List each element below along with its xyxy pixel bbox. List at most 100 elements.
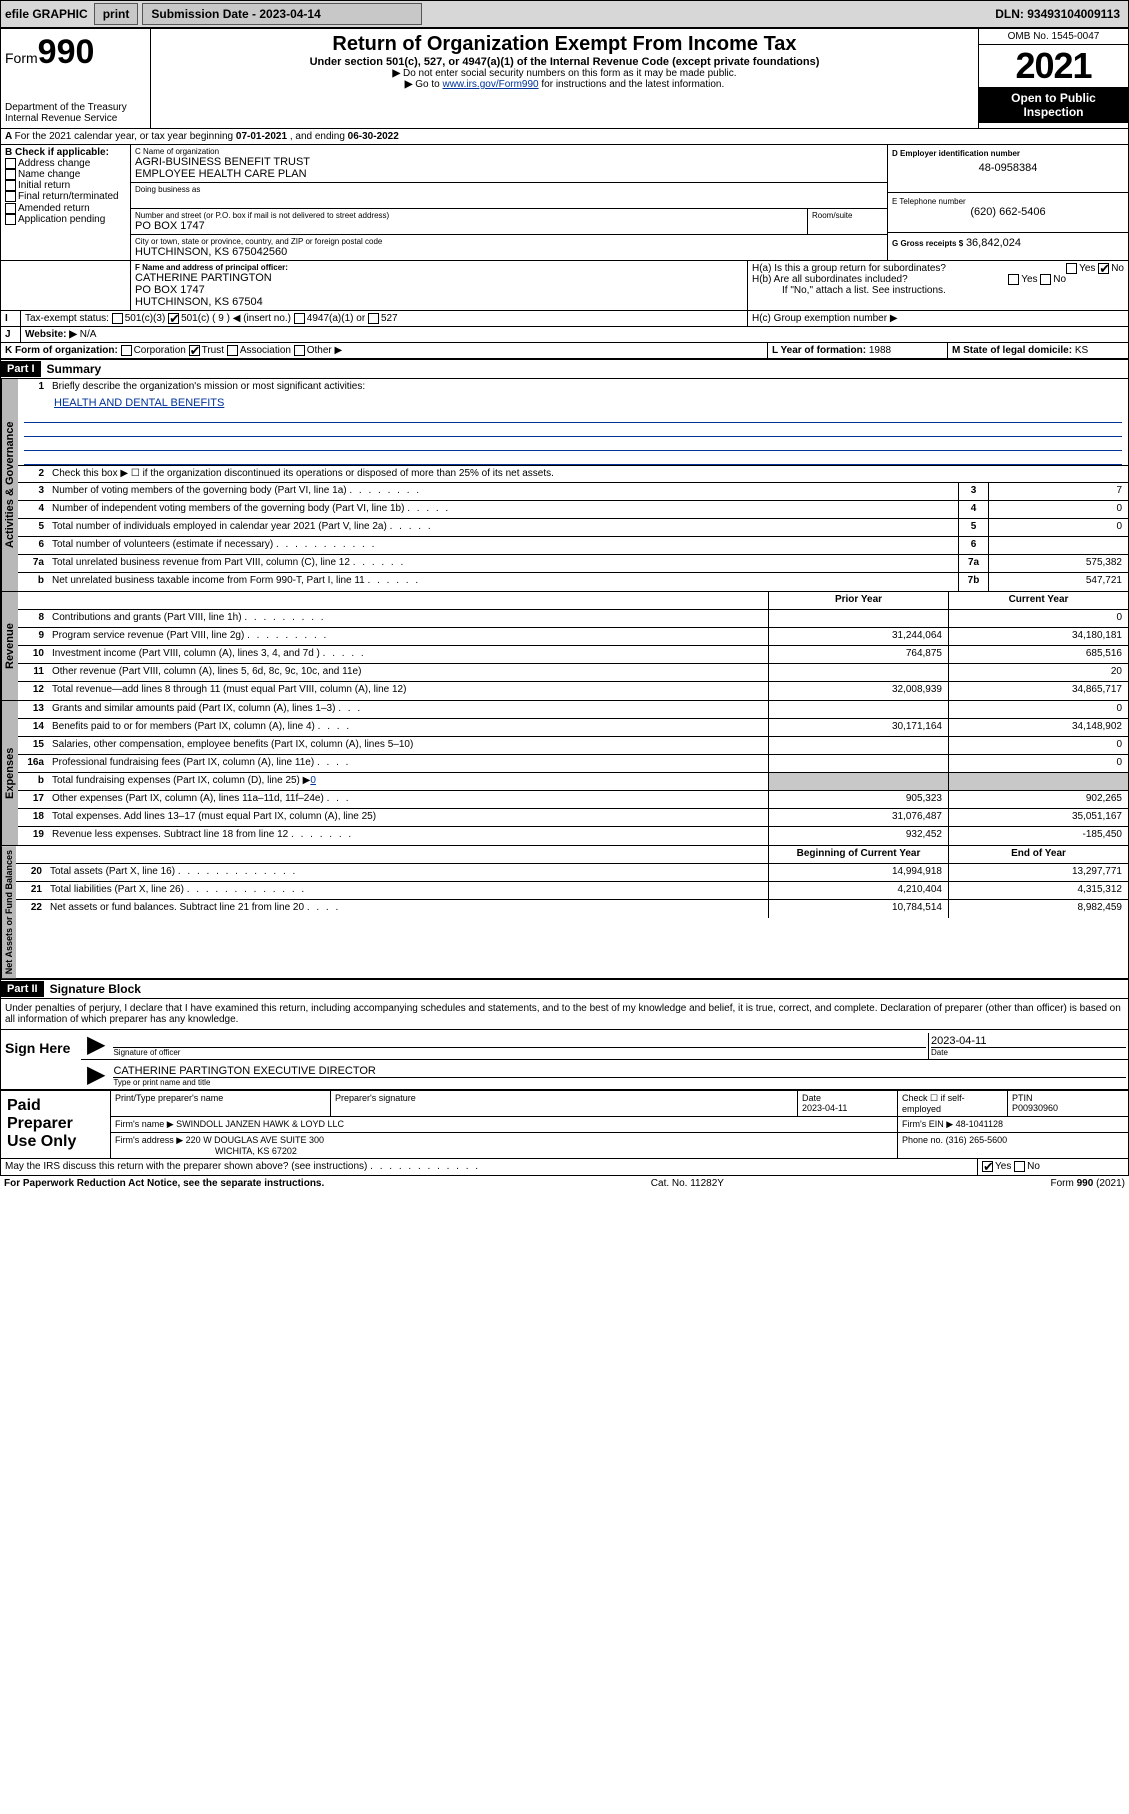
submission-date-button[interactable]: Submission Date - 2023-04-14 xyxy=(142,3,422,25)
declaration-text: Under penalties of perjury, I declare th… xyxy=(0,999,1129,1029)
phone-value: (620) 662-5406 xyxy=(892,206,1124,218)
officer-print-name: CATHERINE PARTINGTON EXECUTIVE DIRECTOR xyxy=(113,1065,1126,1077)
ein-value: 48-0958384 xyxy=(892,162,1124,174)
cb-name-change[interactable]: Name change xyxy=(5,169,126,180)
cb-trust[interactable] xyxy=(189,345,200,356)
cb-assoc[interactable] xyxy=(227,345,238,356)
p17: 905,323 xyxy=(768,791,948,808)
tax-year: 2021 xyxy=(979,45,1128,87)
mission-link[interactable]: HEALTH AND DENTAL BENEFITS xyxy=(54,397,224,409)
officer-name: CATHERINE PARTINGTON xyxy=(135,272,743,284)
p21: 4,210,404 xyxy=(768,882,948,899)
section-revenue: Revenue Prior YearCurrent Year 8Contribu… xyxy=(0,592,1129,701)
ptin-value: P00930960 xyxy=(1012,1103,1058,1113)
p12: 32,008,939 xyxy=(768,682,948,700)
line-a: A For the 2021 calendar year, or tax yea… xyxy=(0,129,1129,145)
section-net-assets: Net Assets or Fund Balances Beginning of… xyxy=(0,846,1129,979)
form-subtitle: Under section 501(c), 527, or 4947(a)(1)… xyxy=(155,56,974,68)
officer-group-block: F Name and address of principal officer:… xyxy=(0,261,1129,311)
p18: 31,076,487 xyxy=(768,809,948,826)
website-row: J Website: ▶ N/A xyxy=(0,327,1129,343)
part2-header: Part II Signature Block xyxy=(0,979,1129,999)
cb-initial-return[interactable]: Initial return xyxy=(5,180,126,191)
c9: 34,180,181 xyxy=(948,628,1128,645)
public-disclosure: Open to Public Inspection xyxy=(979,87,1128,123)
p8 xyxy=(768,610,948,627)
self-employed-check[interactable]: Check ☐ if self-employed xyxy=(898,1091,1008,1116)
pra-notice: For Paperwork Reduction Act Notice, see … xyxy=(4,1178,324,1189)
cat-no: Cat. No. 11282Y xyxy=(651,1178,724,1189)
cb-corp[interactable] xyxy=(121,345,132,356)
p11 xyxy=(768,664,948,681)
form-org-row: K Form of organization: Corporation Trus… xyxy=(0,343,1129,359)
form-header: Form990 Department of the Treasury Inter… xyxy=(0,28,1129,129)
p15 xyxy=(768,737,948,754)
p16a xyxy=(768,755,948,772)
officer-addr2: HUTCHINSON, KS 67504 xyxy=(135,296,743,308)
cb-address-change[interactable]: Address change xyxy=(5,158,126,169)
city-label: City or town, state or province, country… xyxy=(135,237,883,246)
v7a: 575,382 xyxy=(988,555,1128,572)
f-label: F Name and address of principal officer: xyxy=(135,263,743,272)
hb-yes[interactable] xyxy=(1008,274,1019,285)
fundraising-link[interactable]: 0 xyxy=(310,775,316,786)
org-name-2: EMPLOYEE HEALTH CARE PLAN xyxy=(135,168,883,180)
cb-501c3[interactable] xyxy=(112,313,123,324)
room-label: Room/suite xyxy=(812,211,883,220)
cb-other[interactable] xyxy=(294,345,305,356)
c-name-label: C Name of organization xyxy=(135,147,883,156)
gross-receipts-value: 36,842,024 xyxy=(966,237,1021,249)
p10: 764,875 xyxy=(768,646,948,663)
h-b-note: If "No," attach a list. See instructions… xyxy=(752,285,1124,296)
h-b: H(b) Are all subordinates included? Yes … xyxy=(752,274,1124,285)
tab-revenue: Revenue xyxy=(1,592,18,700)
ha-no[interactable] xyxy=(1098,263,1109,274)
tax-exempt-row: I Tax-exempt status: 501(c)(3) 501(c) ( … xyxy=(0,311,1129,327)
instructions-note: ▶ Go to www.irs.gov/Form990 for instruct… xyxy=(155,79,974,90)
tab-expenses: Expenses xyxy=(1,701,18,845)
top-bar: efile GRAPHIC print Submission Date - 20… xyxy=(0,0,1129,28)
cb-application-pending[interactable]: Application pending xyxy=(5,214,126,225)
may-discuss-row: May the IRS discuss this return with the… xyxy=(0,1159,1129,1175)
cb-527[interactable] xyxy=(368,313,379,324)
hb-no[interactable] xyxy=(1040,274,1051,285)
firm-addr2: WICHITA, KS 67202 xyxy=(215,1146,297,1156)
form-number: Form990 xyxy=(5,33,146,72)
cb-4947[interactable] xyxy=(294,313,305,324)
c21: 4,315,312 xyxy=(948,882,1128,899)
print-button[interactable]: print xyxy=(94,3,139,25)
discuss-yes[interactable] xyxy=(982,1161,993,1172)
instructions-link[interactable]: www.irs.gov/Form990 xyxy=(442,79,538,90)
rule-line xyxy=(24,451,1122,465)
b-label: B Check if applicable: xyxy=(5,147,126,158)
sign-date: 2023-04-11 xyxy=(931,1035,1126,1047)
efile-label: efile GRAPHIC xyxy=(1,7,92,21)
c17: 902,265 xyxy=(948,791,1128,808)
cb-amended-return[interactable]: Amended return xyxy=(5,203,126,214)
section-expenses: Expenses 13Grants and similar amounts pa… xyxy=(0,701,1129,846)
d-label: D Employer identification number xyxy=(892,149,1124,158)
c15: 0 xyxy=(948,737,1128,754)
discuss-no[interactable] xyxy=(1014,1161,1025,1172)
p14: 30,171,164 xyxy=(768,719,948,736)
paid-preparer-block: Paid Preparer Use Only Print/Type prepar… xyxy=(0,1090,1129,1159)
cb-final-return[interactable]: Final return/terminated xyxy=(5,191,126,202)
footer: For Paperwork Reduction Act Notice, see … xyxy=(0,1176,1129,1191)
street-label: Number and street (or P.O. box if mail i… xyxy=(135,211,803,220)
v4: 0 xyxy=(988,501,1128,518)
c12: 34,865,717 xyxy=(948,682,1128,700)
v3: 7 xyxy=(988,483,1128,500)
c20: 13,297,771 xyxy=(948,864,1128,881)
h-a: H(a) Is this a group return for subordin… xyxy=(752,263,1124,274)
firm-ein: 48-1041128 xyxy=(956,1119,1003,1129)
dba-label: Doing business as xyxy=(135,185,883,194)
dept-label: Department of the Treasury xyxy=(5,102,146,113)
cb-501c[interactable] xyxy=(168,313,179,324)
state-domicile: KS xyxy=(1075,345,1088,356)
c11: 20 xyxy=(948,664,1128,681)
form-ref: Form 990 (2021) xyxy=(1051,1178,1125,1189)
ha-yes[interactable] xyxy=(1066,263,1077,274)
v7b: 547,721 xyxy=(988,573,1128,591)
h-c: H(c) Group exemption number ▶ xyxy=(748,311,1128,326)
tab-net-assets: Net Assets or Fund Balances xyxy=(1,846,16,978)
